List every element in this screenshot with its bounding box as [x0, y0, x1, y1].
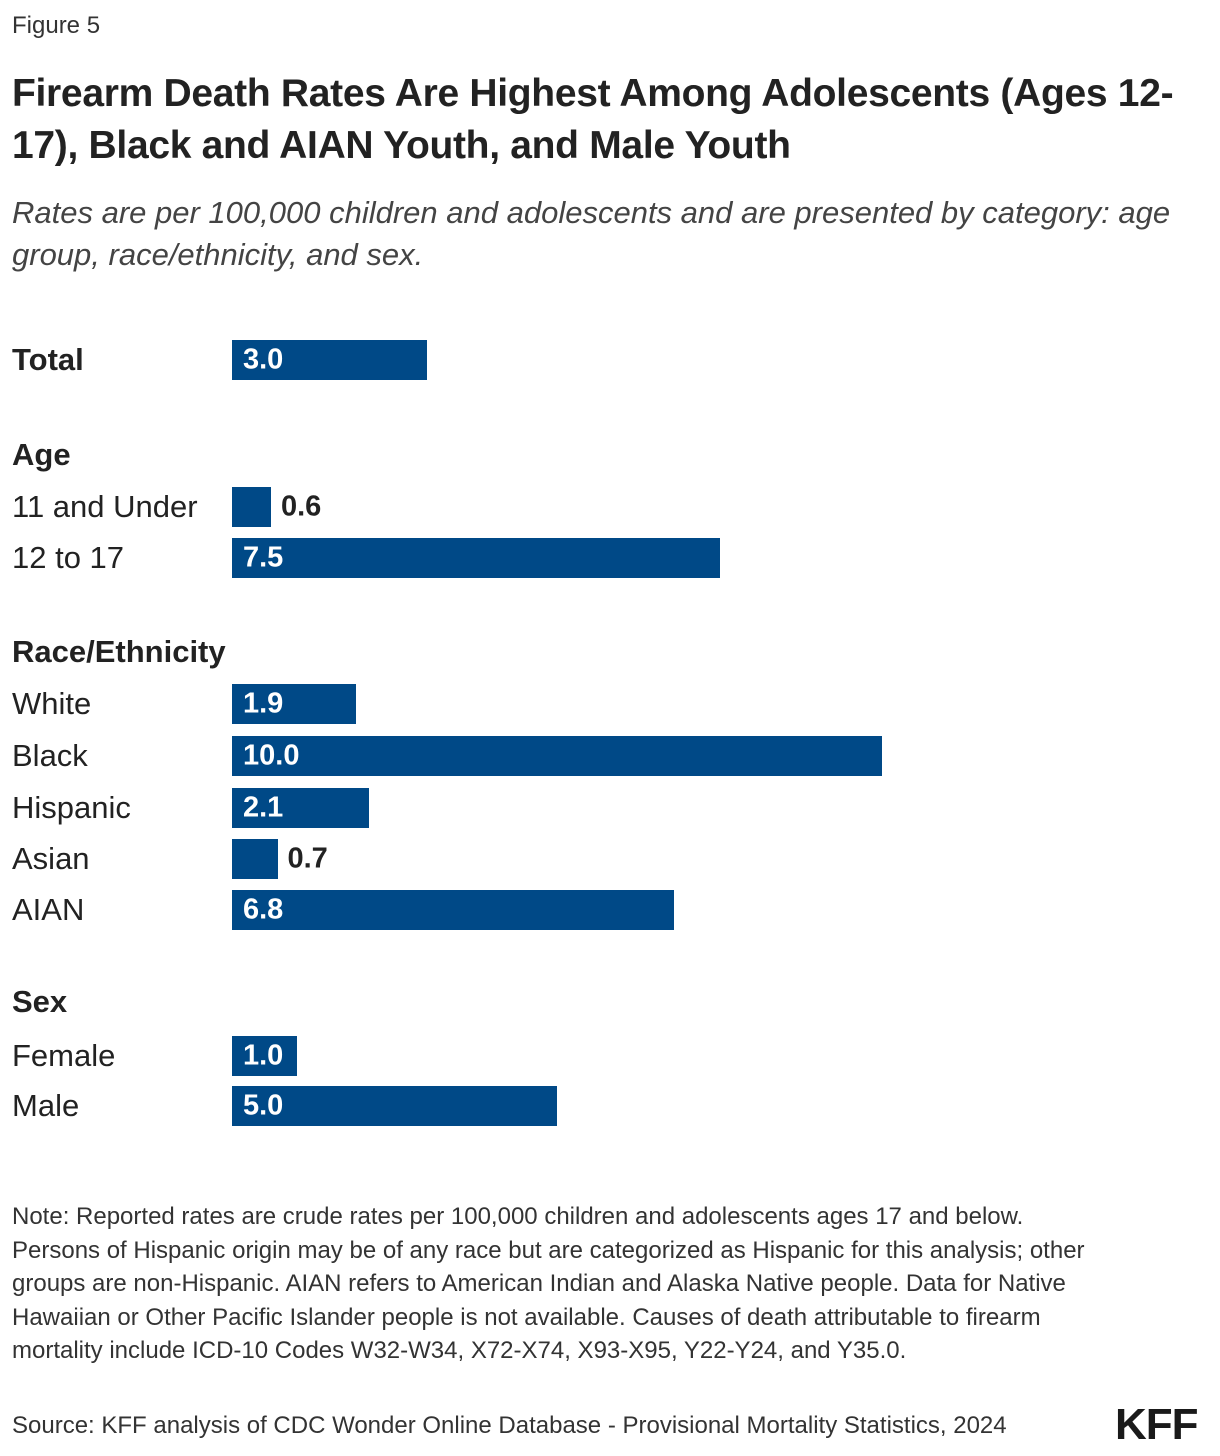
figure-label: Figure 5 — [12, 12, 101, 39]
category-label: AIAN — [12, 892, 85, 927]
data-label: 0.6 — [281, 490, 322, 523]
bar — [232, 736, 882, 776]
group-header: Sex — [12, 984, 68, 1019]
bar — [232, 890, 674, 930]
bar — [232, 839, 278, 879]
bar — [232, 340, 427, 380]
data-label: 3.0 — [243, 343, 284, 376]
chart-note: Note: Reported rates are crude rates per… — [12, 1203, 1085, 1364]
bar — [232, 1086, 557, 1126]
category-label: Male — [12, 1088, 80, 1123]
data-label: 7.5 — [243, 541, 284, 574]
category-label: Total — [12, 342, 84, 377]
bar — [232, 1036, 297, 1076]
category-label: Asian — [12, 841, 90, 876]
category-label: 12 to 17 — [12, 540, 125, 575]
data-label: 1.9 — [243, 687, 284, 720]
bar — [232, 538, 720, 578]
category-label: White — [12, 686, 92, 721]
category-label: Black — [12, 738, 88, 773]
data-label: 2.1 — [243, 791, 284, 824]
bar — [232, 788, 369, 828]
bar — [232, 487, 271, 527]
data-label: 0.7 — [287, 842, 328, 875]
category-label: 11 and Under — [12, 489, 198, 524]
data-label: 5.0 — [243, 1089, 284, 1122]
data-label: 10.0 — [243, 739, 300, 772]
data-label: 6.8 — [243, 893, 284, 926]
chart-source: Source: KFF analysis of CDC Wonder Onlin… — [12, 1412, 1007, 1439]
data-label: 1.0 — [243, 1039, 284, 1072]
kff-logo: KFF — [1115, 1400, 1199, 1449]
chart-title: Firearm Death Rates Are Highest Among Ad… — [12, 72, 1174, 167]
chart-subtitle: Rates are per 100,000 children and adole… — [12, 195, 1171, 272]
group-header: Race/Ethnicity — [12, 634, 226, 669]
category-label: Hispanic — [12, 790, 131, 825]
bar — [232, 684, 356, 724]
group-header: Age — [12, 437, 71, 472]
category-label: Female — [12, 1038, 116, 1073]
